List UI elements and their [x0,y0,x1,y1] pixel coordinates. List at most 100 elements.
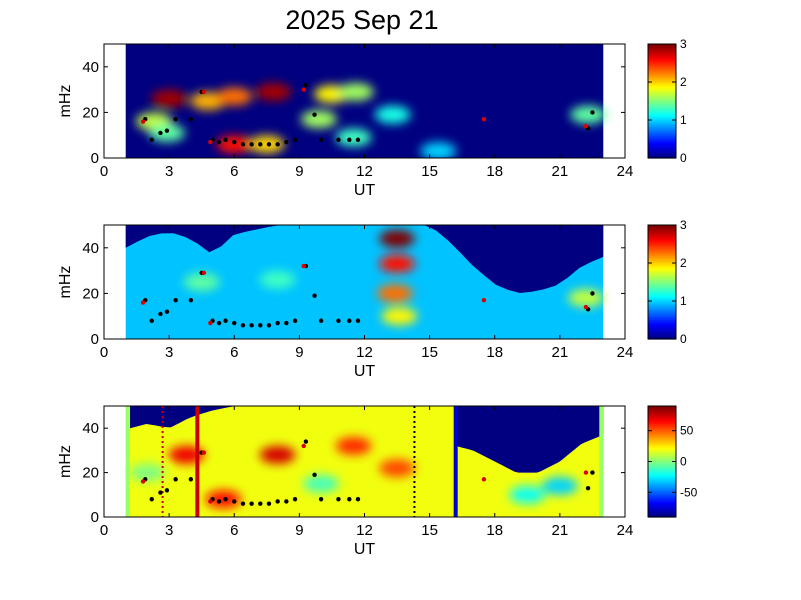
x-tick-label: 0 [100,163,108,180]
black-point [158,130,163,136]
colorbar-segment [648,274,676,278]
black-point [249,142,254,147]
black-point [164,309,170,314]
colorbar-segment [648,97,676,100]
colorbar-segment [648,44,676,47]
heatmap-feature [509,485,546,504]
black-point [355,318,361,323]
heatmap-feature [374,105,411,124]
colorbar-segment [648,456,676,459]
colorbar-segment [648,305,676,308]
black-point [292,318,298,323]
colorbar-segment [648,485,676,489]
colorbar-segment [648,438,676,442]
heatmap-feature [541,476,578,495]
colorbar-segment [648,494,676,497]
colorbar-segment [648,93,676,97]
black-point [318,318,324,323]
colorbar-segment [648,86,676,90]
red-point [481,477,487,482]
colorbar-segment [648,406,676,409]
colorbar-segment [648,492,676,496]
black-point [149,318,154,323]
black-point [284,320,289,326]
colorbar-segment [648,407,676,411]
colorbar-segment [648,449,676,452]
black-point [312,293,317,298]
black-point [284,499,289,504]
red-point [481,117,487,122]
x-tick-label: 0 [100,344,108,361]
colorbar-segment [648,419,676,423]
black-point [266,323,272,328]
heatmap-feature [151,89,188,108]
colorbar-segment [648,463,676,466]
colorbar-segment [648,70,676,74]
colorbar-segment [648,111,676,115]
x-tick-label: 15 [421,522,438,539]
black-point [149,497,154,502]
colorbar-segment [648,287,676,290]
x-tick-label: 3 [165,344,173,361]
colorbar-segment [648,459,676,463]
colorbar-segment [648,79,676,83]
black-point [158,490,163,495]
heatmap-feature [148,123,185,142]
black-point [266,501,272,506]
colorbar-segment [648,56,676,59]
colorbar-segment [648,77,676,81]
colorbar-segment [648,435,676,438]
colorbar-segment [648,303,676,306]
colorbar-segment [648,484,676,487]
y-tick-label: 20 [82,465,99,482]
colorbar-segment [648,414,676,418]
heatmap-feature [129,463,166,482]
colorbar-segment [648,411,676,414]
colorbar-segment [648,267,676,271]
colorbar-segment [648,72,676,75]
black-point [312,472,317,478]
colorbar-segment [648,95,676,99]
heatmap-feature [570,105,607,124]
colorbar-segment [648,246,676,249]
black-point [240,323,246,328]
black-point [284,139,289,145]
colorbar-segment [648,282,676,285]
black-point [590,470,595,475]
spectrogram-heatmap [125,44,607,158]
colorbar-segment [648,454,676,457]
black-point [149,137,154,142]
colorbar-segment [648,324,676,328]
colorbar-segment [648,264,676,267]
colorbar-segment [648,482,676,485]
heatmap-feature [335,436,372,455]
x-tick-label: 3 [165,522,173,539]
colorbar-tick-label: 1 [680,294,687,308]
colorbar-segment [648,225,676,228]
colorbar-segment [648,306,676,310]
black-point [258,501,263,506]
colorbar-segment [648,464,676,468]
colorbar-segment [648,490,676,494]
x-tick-label: 21 [552,163,569,180]
colorbar-segment [648,255,676,258]
colorbar-segment [648,76,676,79]
colorbar-segment [648,242,676,246]
black-point [318,497,324,502]
colorbar-segment [648,503,676,506]
black-point [347,318,352,323]
heatmap-feature [379,254,416,273]
colorbar-tick-label: 0 [680,151,687,165]
black-point [216,499,222,504]
colorbar-tick-label: 1 [680,113,687,127]
colorbar-segment [648,312,676,315]
colorbar-segment [648,458,676,461]
black-point [266,142,272,147]
black-point [223,318,228,323]
colorbar-segment [648,504,676,508]
red-point [301,443,306,449]
x-axis-label: UT [354,541,376,558]
